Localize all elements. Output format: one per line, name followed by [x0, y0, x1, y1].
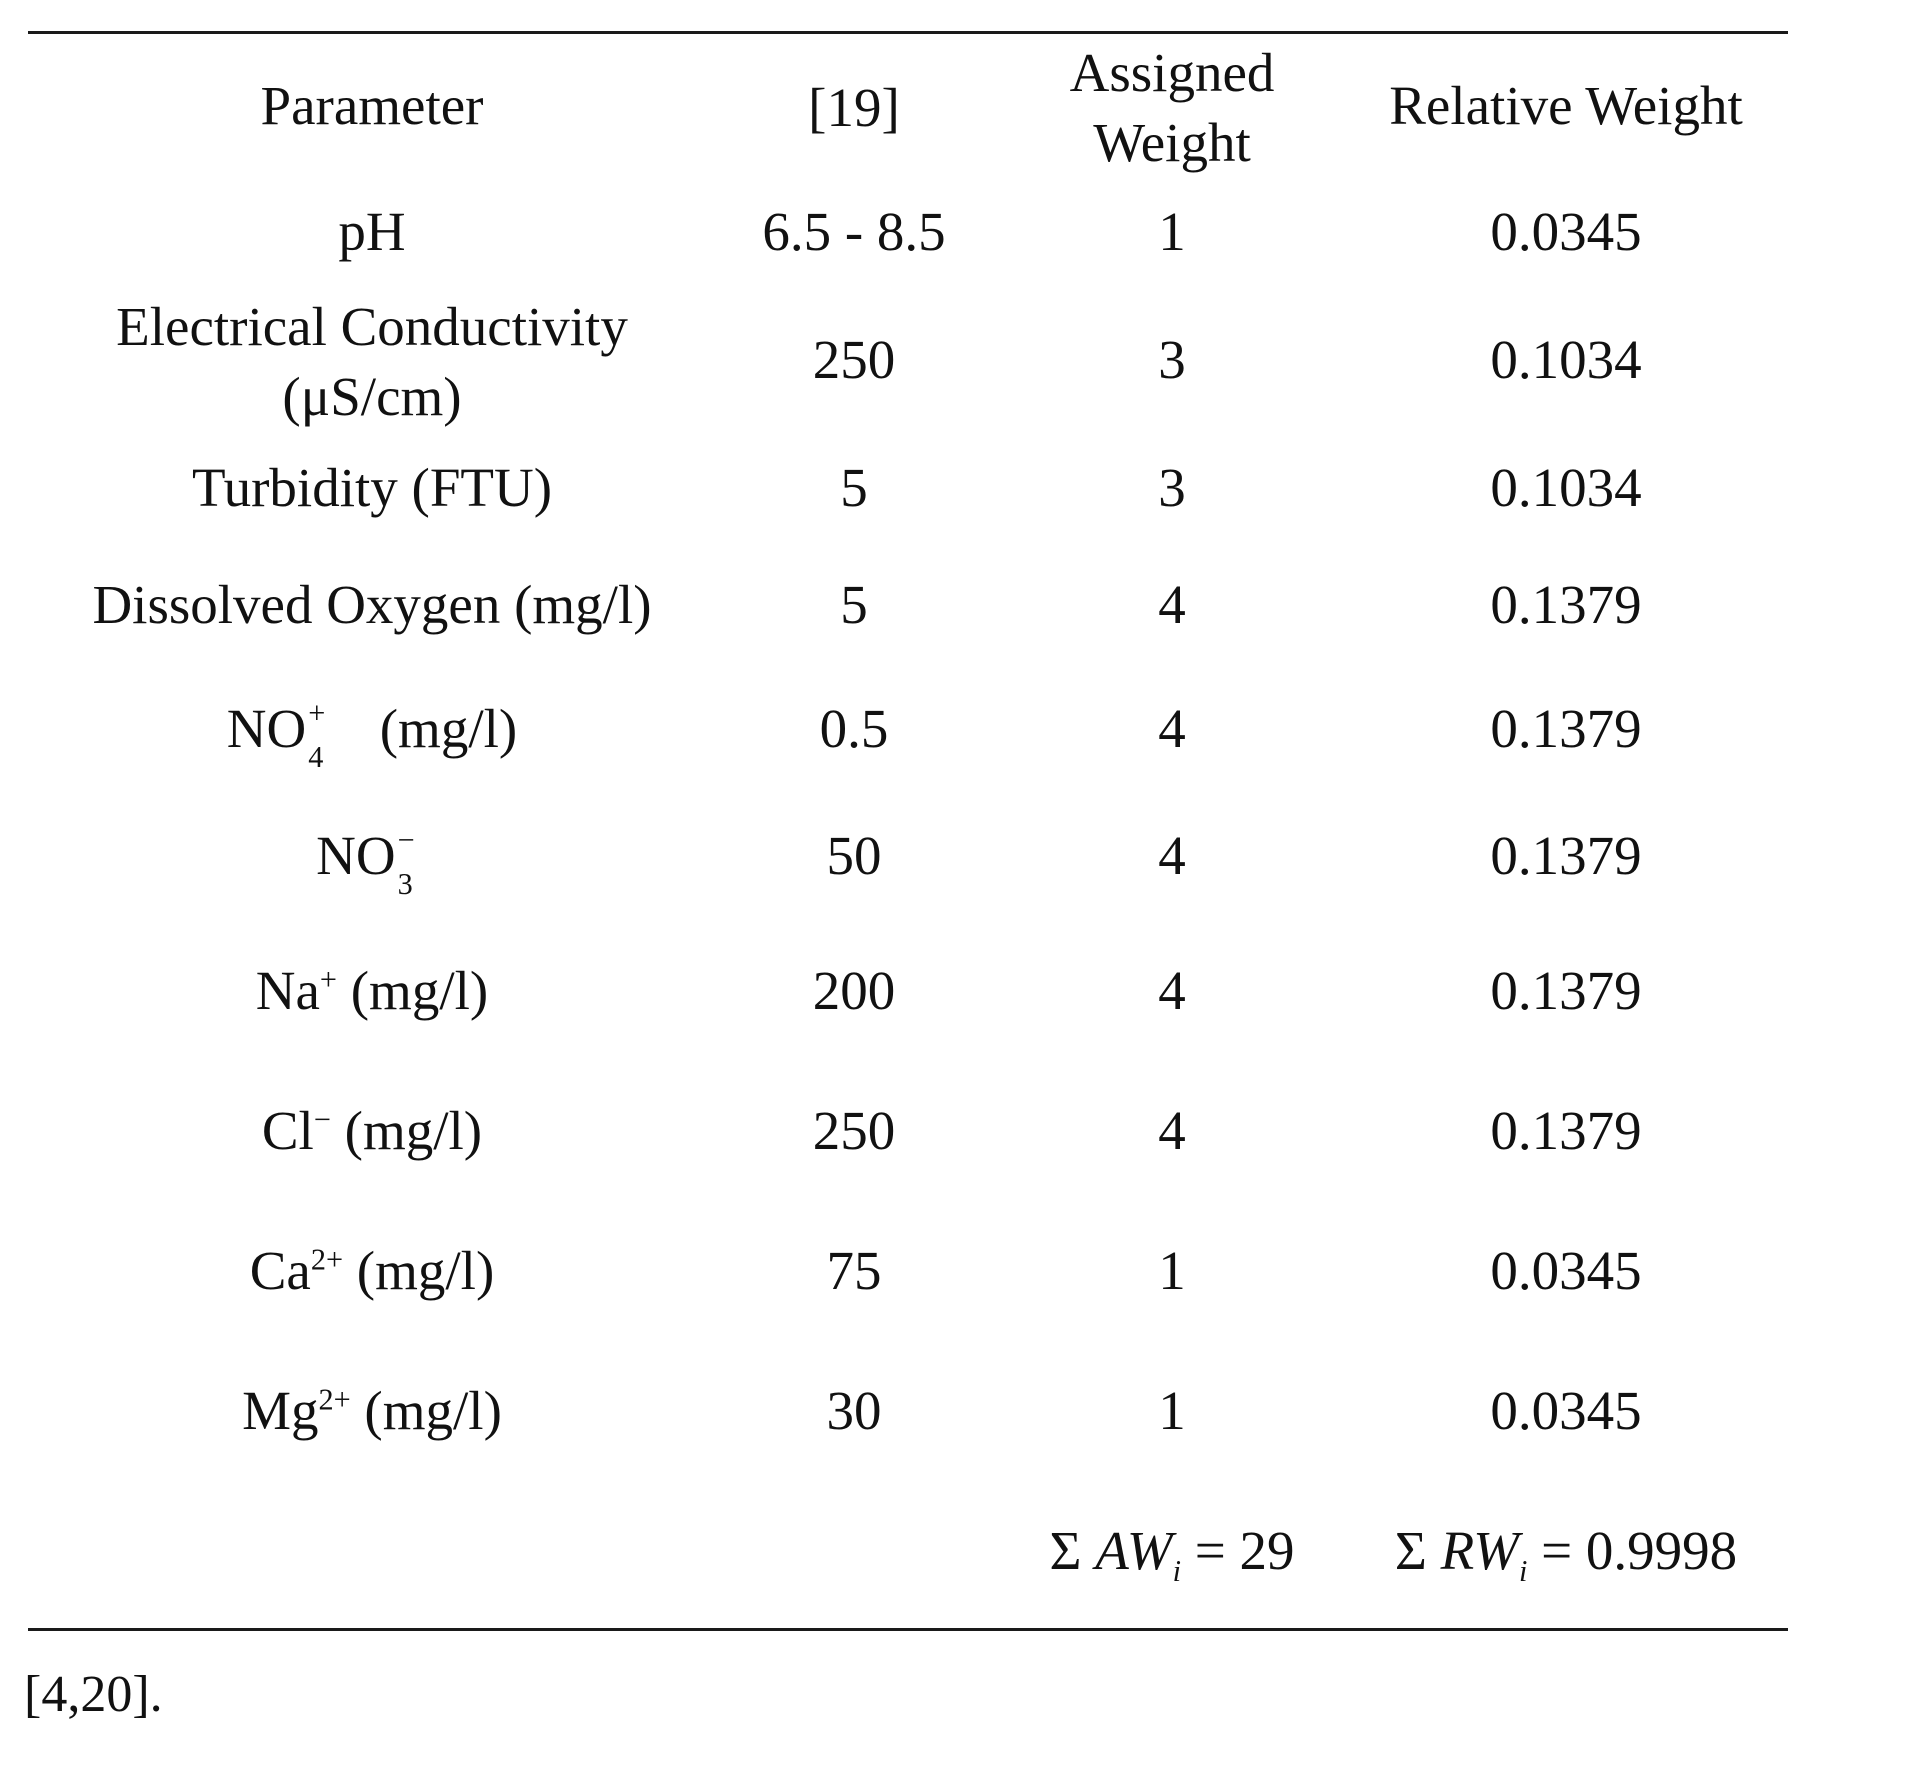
row-ec-assigned-weight: 3 — [1158, 329, 1186, 390]
table-top-rule — [28, 31, 1788, 34]
row-mg-parameter-base: Mg — [242, 1380, 319, 1441]
row-ca-unit: (mg/l) — [356, 1240, 495, 1301]
row-ph-assigned-weight: 1 — [1158, 201, 1186, 262]
total-relative-weight: Σ RWi = 0.9998 — [1395, 1516, 1737, 1586]
row-no4-standard: 0.5 — [819, 698, 889, 759]
row-na-standard: 200 — [812, 960, 896, 1021]
row-no4-parameter: NO +4 (mg/l) — [226, 694, 518, 772]
sum-aw-sigma-symbol: Σ — [1049, 1520, 1082, 1581]
row-turbidity-standard: 5 — [840, 457, 868, 518]
sum-rw-sigma-symbol: Σ — [1394, 1520, 1427, 1581]
sum-rw-subscript: i — [1519, 1554, 1528, 1588]
row-no3-assigned-weight: 4 — [1158, 825, 1186, 886]
row-ca-standard: 75 — [826, 1240, 882, 1301]
header-standard-ref: [19] — [808, 77, 900, 138]
row-ec-relative-weight: 0.1034 — [1490, 329, 1642, 390]
row-na-parameter-base: Na — [255, 960, 320, 1021]
row-cl-parameter: Cl− (mg/l) — [262, 1096, 482, 1166]
row-na-relative-weight: 0.1379 — [1490, 960, 1642, 1021]
row-no3-standard: 50 — [826, 825, 882, 886]
row-mg-charge: 2+ — [318, 1382, 351, 1417]
header-relative-weight: Relative Weight — [1389, 75, 1743, 136]
row-ec-standard: 250 — [812, 329, 896, 390]
row-do-standard: 5 — [840, 574, 868, 635]
sum-aw-value: = 29 — [1181, 1520, 1295, 1581]
row-do-assigned-weight: 4 — [1158, 574, 1186, 635]
row-no4-assigned-weight: 4 — [1158, 698, 1186, 759]
row-ca-parameter-base: Ca — [249, 1240, 311, 1301]
row-do-parameter: Dissolved Oxygen (mg/l) — [92, 574, 652, 635]
row-no3-charge: − — [397, 823, 415, 858]
sum-rw-value: = 0.9998 — [1527, 1520, 1738, 1581]
row-no3-relative-weight: 0.1379 — [1490, 825, 1642, 886]
header-assigned-weight-line2: Weight — [1093, 112, 1251, 173]
row-na-assigned-weight: 4 — [1158, 960, 1186, 1021]
row-na-parameter: Na+ (mg/l) — [256, 956, 488, 1026]
row-ca-charge: 2+ — [310, 1242, 344, 1277]
row-ca-parameter: Ca2+ (mg/l) — [250, 1236, 495, 1306]
header-parameter: Parameter — [260, 75, 484, 136]
row-cl-parameter-base: Cl — [261, 1100, 314, 1161]
row-no4-subscript: 4 — [308, 740, 324, 775]
row-na-unit: (mg/l) — [350, 960, 489, 1021]
row-do-relative-weight: 0.1379 — [1490, 574, 1642, 635]
row-na-charge: + — [319, 962, 337, 997]
row-mg-standard: 30 — [826, 1380, 882, 1441]
row-mg-assigned-weight: 1 — [1158, 1380, 1186, 1441]
row-ca-assigned-weight: 1 — [1158, 1240, 1186, 1301]
row-cl-unit: (mg/l) — [344, 1100, 483, 1161]
row-no4-parameter-base: NO — [226, 698, 307, 759]
row-ec-parameter-line2: (μS/cm) — [282, 366, 462, 427]
total-assigned-weight: Σ AWi = 29 — [1049, 1516, 1294, 1586]
row-ec-parameter: Electrical Conductivity (μS/cm) — [116, 292, 628, 432]
row-mg-relative-weight: 0.0345 — [1490, 1380, 1642, 1441]
row-ca-relative-weight: 0.0345 — [1490, 1240, 1642, 1301]
sum-aw-symbol: AW — [1095, 1520, 1173, 1581]
row-ph-standard: 6.5 - 8.5 — [762, 201, 946, 262]
row-no4-unit: (mg/l) — [379, 698, 518, 759]
row-cl-charge: − — [313, 1102, 331, 1137]
row-no3-parameter: NO −3 — [316, 821, 428, 899]
row-mg-unit: (mg/l) — [364, 1380, 502, 1441]
row-no4-relative-weight: 0.1379 — [1490, 698, 1642, 759]
row-no4-charge: + — [308, 696, 326, 731]
sum-aw-subscript: i — [1172, 1554, 1182, 1588]
row-no3-ion-indices: −3 — [398, 825, 428, 899]
footnote-references: [4,20]. — [24, 1666, 163, 1723]
row-turbidity-relative-weight: 0.1034 — [1490, 457, 1642, 518]
row-ph-relative-weight: 0.0345 — [1490, 201, 1642, 262]
row-ec-parameter-line1: Electrical Conductivity — [116, 296, 628, 357]
table-bottom-rule — [28, 1628, 1788, 1631]
header-assigned-weight-line1: Assigned — [1069, 42, 1275, 103]
sum-rw-symbol: RW — [1440, 1520, 1519, 1581]
row-ph-parameter: pH — [338, 201, 406, 262]
row-cl-standard: 250 — [812, 1100, 896, 1161]
row-no3-parameter-base: NO — [316, 825, 396, 886]
row-turbidity-assigned-weight: 3 — [1158, 457, 1186, 518]
row-turbidity-parameter: Turbidity (FTU) — [191, 457, 553, 518]
row-cl-assigned-weight: 4 — [1158, 1100, 1186, 1161]
header-assigned-weight: Assigned Weight — [1070, 38, 1275, 178]
row-no3-subscript: 3 — [397, 867, 413, 902]
row-no4-ion-indices: +4 — [308, 698, 338, 772]
row-mg-parameter: Mg2+ (mg/l) — [242, 1376, 502, 1446]
row-cl-relative-weight: 0.1379 — [1490, 1100, 1642, 1161]
